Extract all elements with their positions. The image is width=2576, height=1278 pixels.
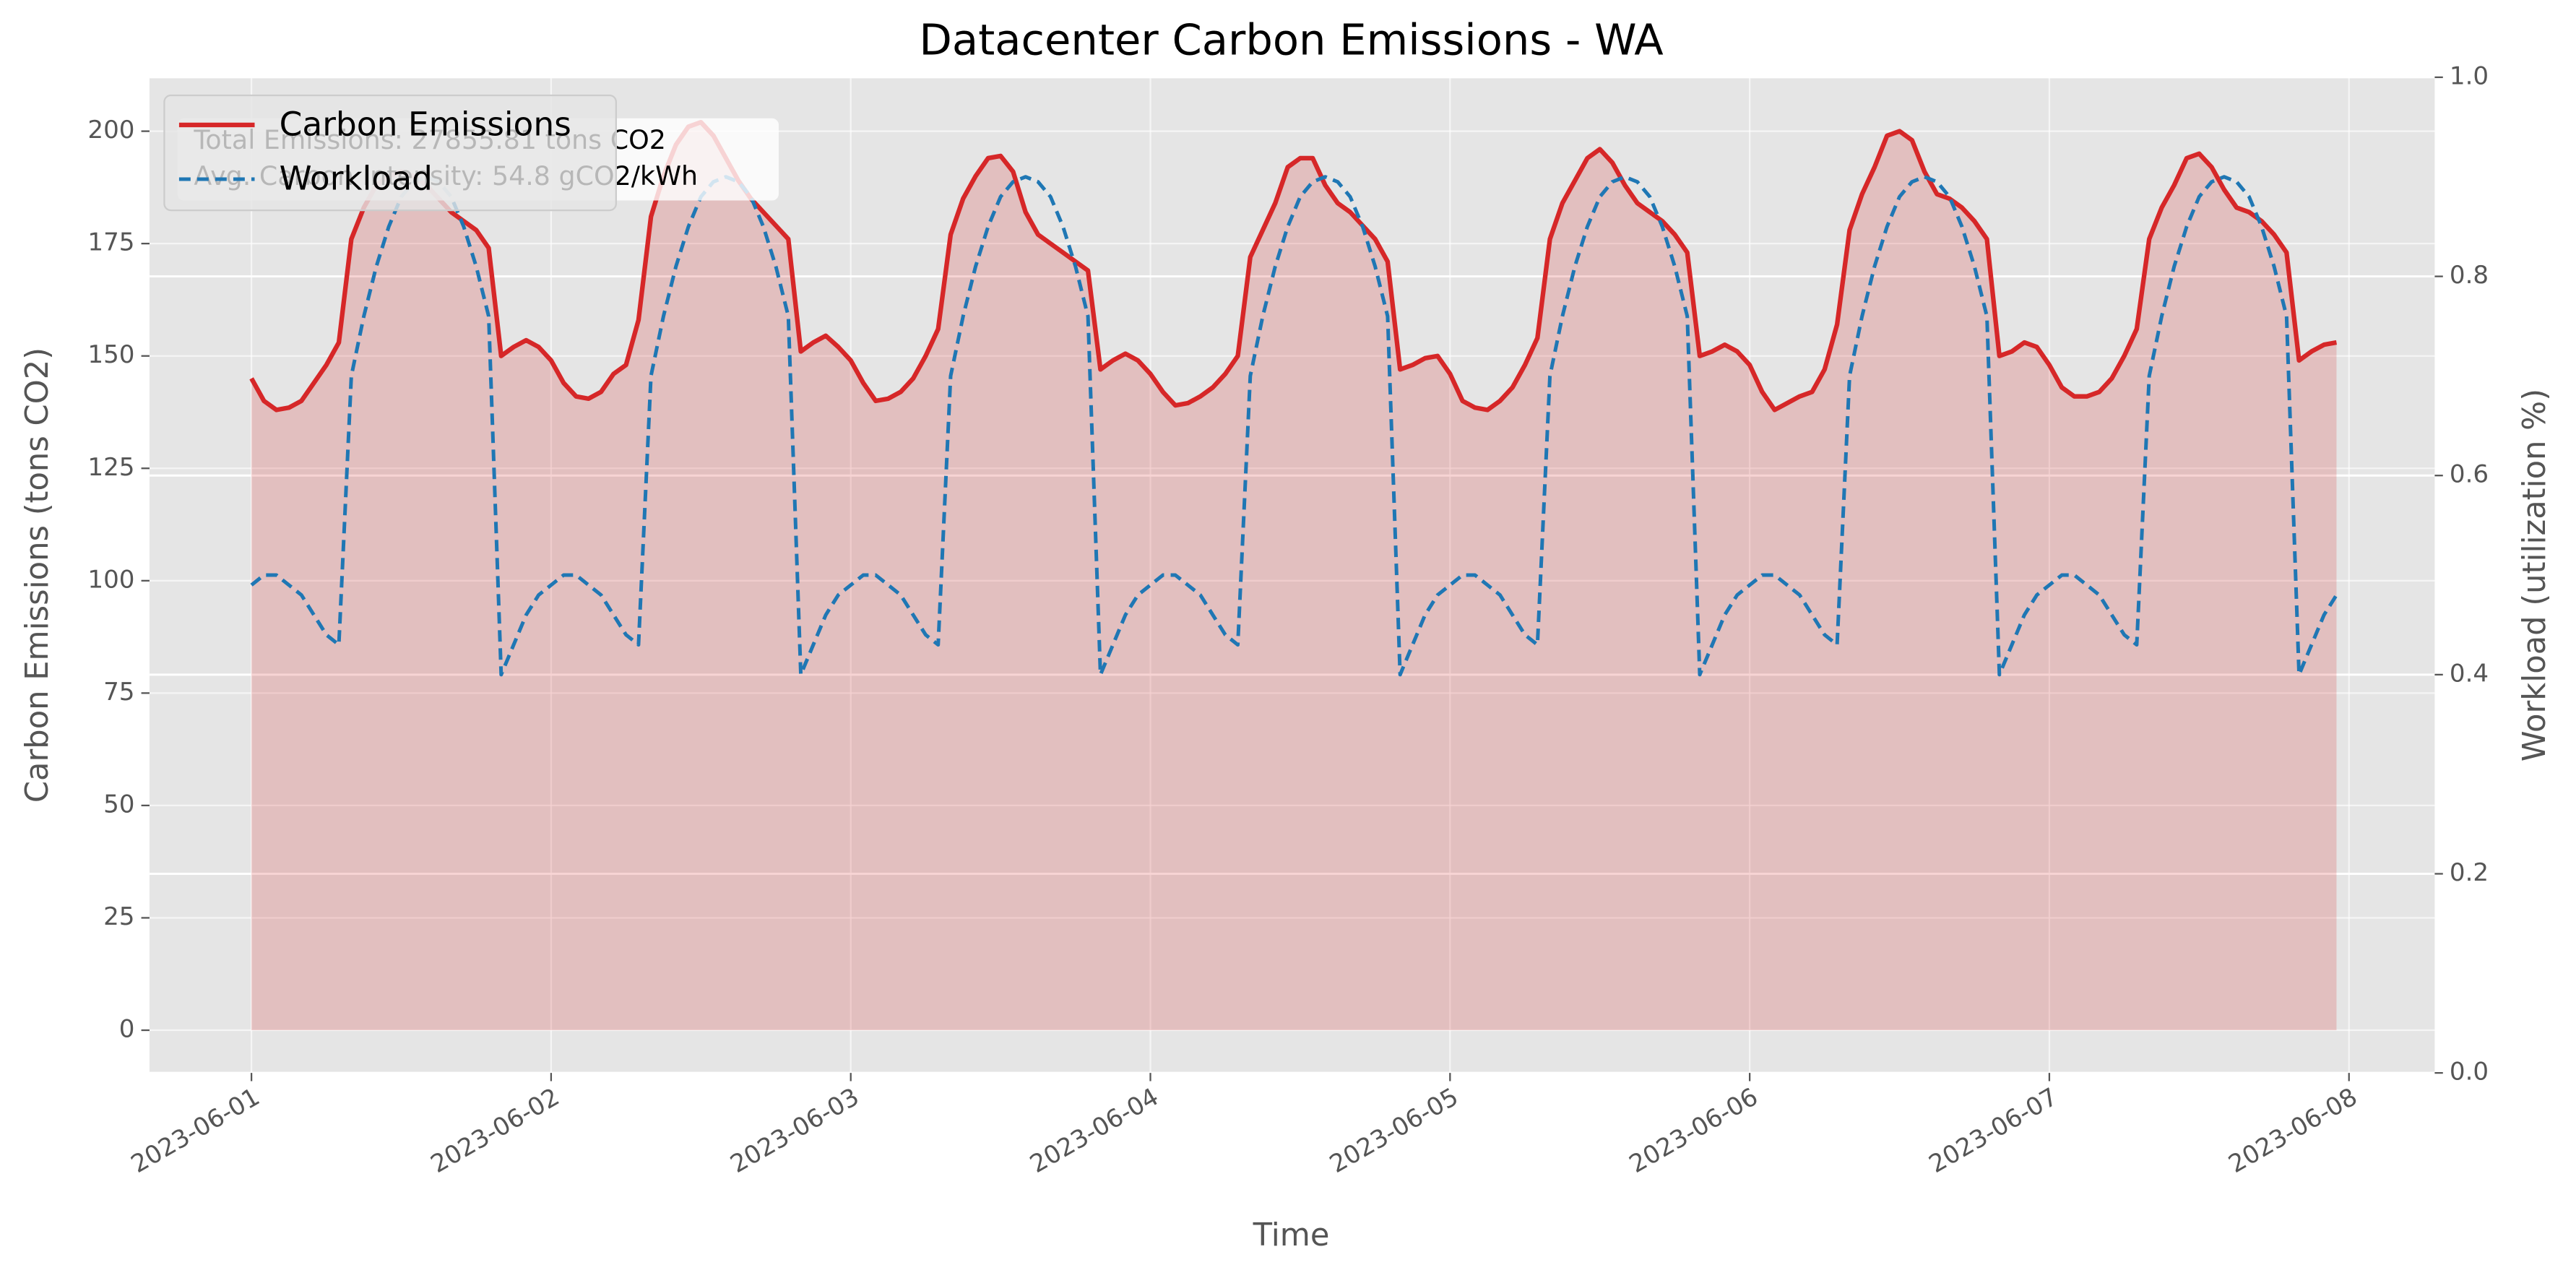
y-tick-label: 175 bbox=[87, 228, 134, 257]
y2-tick-label: 0.6 bbox=[2450, 460, 2489, 489]
chart-title: Datacenter Carbon Emissions - WA bbox=[919, 14, 1663, 64]
legend: Carbon Emissions Workload bbox=[163, 94, 617, 212]
x-axis-label: Time bbox=[1253, 1217, 1330, 1253]
line bbox=[249, 119, 2338, 413]
y-tick-label: 50 bbox=[103, 790, 134, 819]
y-tick-label: 0 bbox=[119, 1015, 135, 1044]
y-tick-label: 150 bbox=[87, 340, 134, 369]
y2-tick-label: 0.8 bbox=[2450, 261, 2489, 290]
marks bbox=[249, 119, 2338, 1031]
y-tick-label: 25 bbox=[103, 902, 134, 931]
y-tick-label: 125 bbox=[87, 453, 134, 482]
line bbox=[250, 175, 2338, 677]
y2-tick-label: 0.4 bbox=[2450, 659, 2489, 688]
y2-tick-label: 0.0 bbox=[2450, 1058, 2489, 1087]
y-tick-label: 200 bbox=[87, 116, 134, 144]
y-tick-label: 100 bbox=[87, 565, 134, 594]
y2-axis-label: Workload (utilization %) bbox=[2517, 389, 2553, 761]
legend-label: Workload bbox=[280, 160, 433, 198]
area bbox=[251, 122, 2337, 1031]
legend-label: Carbon Emissions bbox=[280, 105, 571, 144]
y-tick-label: 75 bbox=[103, 678, 134, 707]
y2-tick-label: 1.0 bbox=[2450, 61, 2489, 90]
y-axis-label: Carbon Emissions (tons CO2) bbox=[20, 347, 56, 803]
y2-tick-label: 0.2 bbox=[2450, 858, 2489, 887]
grid bbox=[149, 76, 2435, 1074]
legend-box bbox=[163, 94, 617, 212]
